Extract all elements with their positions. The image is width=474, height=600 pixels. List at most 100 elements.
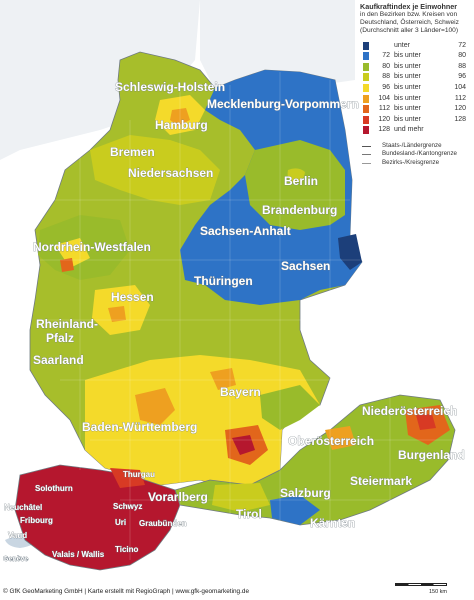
legend-word: bis unter	[394, 105, 421, 113]
label-thueringen: Thüringen	[194, 274, 253, 288]
label-oberoesterreich: Oberösterreich	[288, 434, 374, 448]
label-ticino: Ticino	[115, 545, 139, 554]
legend-swatch	[363, 73, 369, 82]
duesseldorf-orange	[60, 258, 74, 272]
legend-word: bis unter	[394, 115, 421, 123]
legend-boundary-label: Bundesland-/Kantongrenze	[382, 150, 457, 158]
label-bremen: Bremen	[110, 145, 155, 159]
legend-from: 104	[378, 94, 390, 102]
legend-class-row: 104 bis unter 112	[360, 94, 474, 105]
legend-from: 112	[378, 105, 390, 113]
scale-bar: 150 km	[395, 583, 447, 597]
label-bayern: Bayern	[220, 385, 261, 399]
label-valais: Valais / Wallis	[52, 550, 105, 559]
legend-word: bis unter	[394, 73, 421, 81]
district-borders	[40, 72, 460, 560]
legend-to: 120	[454, 105, 466, 113]
legend-class-row: 88 bis unter 96	[360, 72, 474, 83]
legend-to: 80	[458, 52, 466, 60]
label-pfalz: Pfalz	[46, 331, 74, 345]
legend-class-row: 112 bis unter 120	[360, 104, 474, 115]
legend-swatch	[363, 62, 369, 71]
legend-swatch	[363, 126, 369, 135]
legend-subtitle-2: Deutschland, Österreich, Schweiz	[360, 19, 459, 27]
label-hessen: Hessen	[111, 290, 154, 304]
label-geneve: Genève	[3, 556, 28, 563]
berlin-area	[287, 168, 305, 183]
footer-credit: © GfK GeoMarketing GmbH | Karte erstellt…	[3, 588, 249, 595]
label-niederoesterreich: Niederösterreich	[362, 404, 457, 418]
east-border-dark	[338, 234, 362, 270]
stuttgart-area	[135, 388, 175, 425]
legend-class-row: 72 bis unter 80	[360, 51, 474, 62]
label-hamburg: Hamburg	[155, 118, 208, 132]
label-berlin: Berlin	[284, 174, 318, 188]
label-bw: Baden-Württemberg	[82, 420, 197, 434]
label-burgenland: Burgenland	[398, 448, 465, 462]
scale-bar-graphic	[395, 583, 447, 586]
legend-class-row: unter 72	[360, 41, 474, 52]
east-germany-green-belt	[245, 140, 345, 230]
label-mecklenburg: Mecklenburg-Vorpommern	[207, 97, 359, 111]
legend-from: 80	[382, 62, 390, 70]
legend-boundary-row: Bundesland-/Kantongrenze	[360, 150, 474, 159]
label-graubuenden: Graubünden	[139, 519, 187, 528]
label-brandenburg: Brandenburg	[262, 203, 337, 217]
nrw-yellow	[55, 238, 90, 268]
label-tirol: Tirol	[236, 507, 262, 521]
legend-to: 128	[454, 115, 466, 123]
label-saarland: Saarland	[33, 353, 84, 367]
legend-swatch	[363, 52, 369, 61]
label-fribourg: Fribourg	[20, 516, 53, 525]
legend-from: 120	[378, 115, 390, 123]
frankfurt-core	[108, 306, 126, 322]
legend-to: 88	[458, 62, 466, 70]
legend-from: 88	[382, 73, 390, 81]
legend-to: 104	[454, 83, 466, 91]
legend-word: bis unter	[394, 94, 421, 102]
legend-title: Kaufkraftindex je Einwohner	[360, 2, 458, 11]
legend-boundary-label: Staats-/Ländergrenze	[382, 141, 442, 149]
legend-boundary-row: Staats-/Ländergrenze	[360, 142, 474, 151]
legend-word: bis unter	[394, 83, 421, 91]
legend-word: bis unter	[394, 52, 421, 60]
label-neuchatel: Neuchâtel	[4, 503, 42, 512]
legend-swatch	[363, 115, 369, 124]
region-labels: Schleswig-Holstein Mecklenburg-Vorpommer…	[3, 80, 465, 564]
label-vaud: Vaud	[8, 531, 27, 540]
legend-to: 96	[458, 73, 466, 81]
legend-boundary-line	[362, 145, 371, 147]
legend-class-row: 120 bis unter 128	[360, 115, 474, 126]
legend-boundary-label: Bezirks-/Kreisgrenze	[382, 158, 440, 166]
thurgau-area	[110, 468, 145, 488]
legend-swatch	[363, 105, 369, 114]
north-sea	[0, 0, 200, 160]
legend-swatch	[363, 41, 369, 50]
label-nrw: Nordrhein-Westfalen	[33, 240, 151, 254]
legend-word: und mehr	[394, 126, 424, 134]
label-sachsen: Sachsen	[281, 259, 330, 273]
legend: Kaufkraftindex je Einwohner in den Bezir…	[360, 2, 474, 167]
legend-word: unter	[394, 41, 410, 49]
nuremberg-area	[210, 368, 236, 390]
label-vorarlberg: Vorarlberg	[148, 490, 208, 504]
legend-from: 72	[382, 52, 390, 60]
label-sachsen-anhalt: Sachsen-Anhalt	[200, 224, 291, 238]
legend-classes: unter 72 72 bis unter 80 80 bis unter 88 88 bis u…	[360, 41, 474, 136]
legend-word: bis unter	[394, 62, 421, 70]
legend-subtitle-1: in den Bezirken bzw. Kreisen von	[360, 11, 458, 18]
legend-class-row: 80 bis unter 88	[360, 62, 474, 73]
legend-to: 112	[454, 94, 466, 102]
legend-swatch	[363, 94, 369, 103]
label-uri: Uri	[115, 518, 126, 527]
label-kaernten: Kärnten	[310, 516, 355, 530]
lower-saxony-area	[90, 135, 220, 205]
bavaria-east-green	[260, 385, 320, 430]
vienna-core	[416, 414, 436, 430]
label-salzburg: Salzburg	[280, 486, 331, 500]
baltic-sea	[200, 0, 355, 100]
legend-to: 72	[458, 41, 466, 49]
legend-from: 96	[382, 83, 390, 91]
legend-class-row: 96 bis unter 104	[360, 83, 474, 94]
